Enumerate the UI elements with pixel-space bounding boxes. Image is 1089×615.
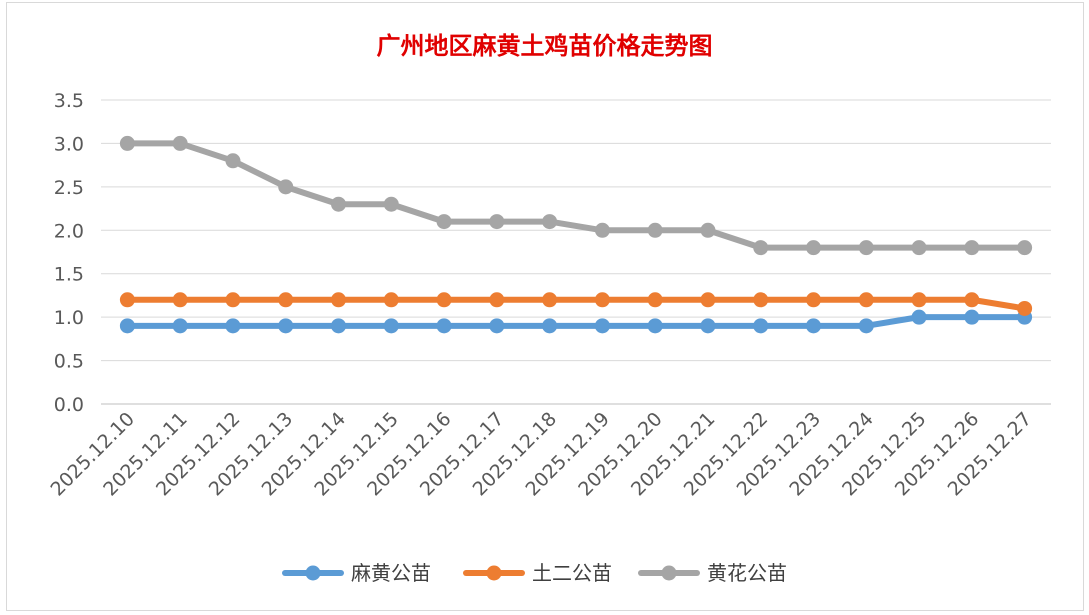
data-point	[331, 318, 346, 334]
y-tick-label: 1.0	[54, 307, 84, 329]
data-point	[489, 318, 505, 334]
series-layer	[119, 135, 1033, 334]
legend-swatch-marker	[661, 565, 677, 581]
data-point	[858, 318, 874, 334]
data-point	[331, 196, 346, 212]
data-point	[964, 240, 980, 256]
y-axis: 0.0 0.5 1.0 1.5 2.0 2.5 3.0 3.5	[54, 90, 84, 416]
y-tick-label: 2.0	[54, 220, 84, 242]
data-point	[1017, 240, 1033, 256]
legend-label: 黄花公苗	[707, 561, 787, 585]
data-point	[383, 196, 399, 212]
series-2	[119, 135, 1033, 256]
data-point	[806, 292, 821, 308]
data-point	[383, 292, 399, 308]
data-point	[278, 292, 294, 308]
data-point	[700, 292, 716, 308]
data-point	[278, 318, 294, 334]
data-point	[806, 240, 821, 256]
data-point	[278, 179, 294, 195]
data-point	[647, 292, 663, 308]
y-tick-label: 3.5	[54, 90, 84, 112]
y-tick-label: 1.5	[54, 264, 84, 286]
data-point	[172, 292, 188, 308]
data-point	[436, 318, 452, 334]
data-point	[911, 240, 927, 256]
data-point	[964, 309, 980, 325]
data-point	[964, 292, 980, 308]
y-tick-label: 2.5	[54, 177, 84, 199]
data-point	[119, 318, 135, 334]
y-tick-label: 0.0	[54, 394, 84, 416]
legend-swatch-marker	[486, 565, 502, 581]
y-tick-label: 3.0	[54, 133, 84, 155]
data-point	[858, 292, 874, 308]
data-point	[225, 292, 241, 308]
data-point	[542, 214, 558, 230]
x-axis: 2025.12.102025.12.112025.12.122025.12.13…	[46, 408, 1036, 500]
series-1	[119, 292, 1033, 316]
data-point	[436, 214, 452, 230]
data-point	[172, 135, 188, 151]
data-point	[331, 292, 346, 308]
series-line	[124, 296, 1028, 312]
grid-layer	[101, 99, 1051, 405]
series-0	[119, 309, 1033, 334]
data-point	[753, 240, 769, 256]
data-point	[542, 318, 558, 334]
data-point	[594, 292, 610, 308]
data-point	[806, 318, 821, 334]
chart-frame	[6, 2, 1084, 611]
data-point	[436, 292, 452, 308]
data-point	[225, 153, 241, 169]
data-point	[911, 309, 927, 325]
chart-title: 广州地区麻黄土鸡苗价格走势图	[376, 31, 713, 60]
data-point	[594, 318, 610, 334]
data-point	[911, 292, 927, 308]
data-point	[489, 292, 505, 308]
series-line	[124, 140, 1028, 251]
legend-label: 土二公苗	[532, 561, 612, 585]
y-tick-label: 0.5	[54, 351, 84, 373]
data-point	[225, 318, 241, 334]
legend-item: 麻黄公苗	[282, 561, 431, 585]
data-point	[542, 292, 558, 308]
data-point	[858, 240, 874, 256]
data-point	[647, 318, 663, 334]
data-point	[700, 318, 716, 334]
series-line	[124, 314, 1028, 329]
legend-label: 麻黄公苗	[351, 561, 431, 585]
data-point	[119, 135, 135, 151]
data-point	[489, 214, 505, 230]
data-point	[594, 222, 610, 238]
legend-item: 黄花公苗	[638, 561, 787, 585]
data-point	[753, 318, 769, 334]
data-point	[647, 222, 663, 238]
data-point	[753, 292, 769, 308]
legend-swatch-marker	[305, 565, 321, 581]
data-point	[119, 292, 135, 308]
legend-item: 土二公苗	[463, 561, 612, 585]
legend: 麻黄公苗 土二公苗 黄花公苗	[282, 561, 787, 585]
data-point	[1017, 300, 1033, 316]
data-point	[383, 318, 399, 334]
data-point	[172, 318, 188, 334]
data-point	[700, 222, 716, 238]
